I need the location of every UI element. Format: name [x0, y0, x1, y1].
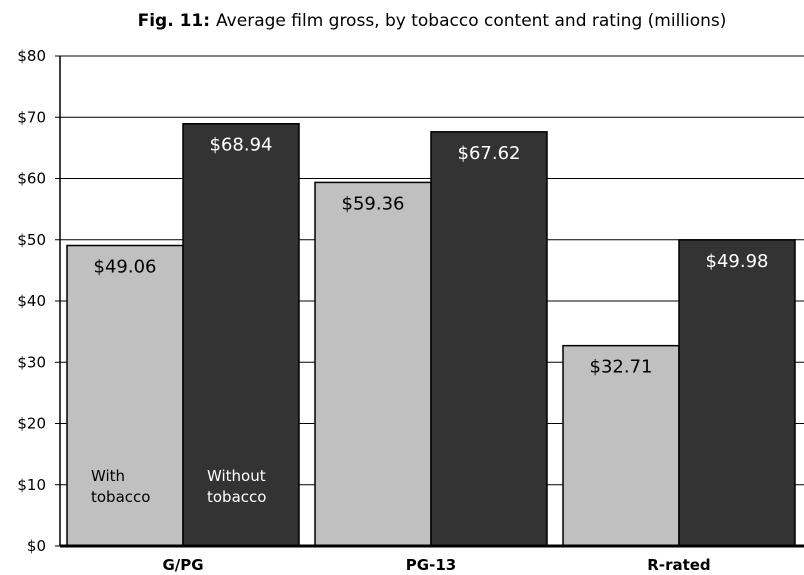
bar-with-tobacco: [562, 344, 680, 547]
axes: $0 $10 $20 $30 $40 $50 $60 $70 $80 G/PG PG-13 R-rat…: [17, 47, 804, 574]
chart-title-main: Average film gross, by tobacco content a…: [216, 11, 726, 31]
x-tick-label: R-rated: [647, 556, 710, 574]
series-name-label: Without: [207, 467, 266, 485]
bar-with-tobacco: [66, 244, 184, 547]
y-tick-label: $40: [17, 292, 46, 310]
series-name-label: tobacco: [91, 488, 150, 506]
chart-title: Fig. 11: Average film gross, by tobacco c…: [138, 11, 727, 31]
y-tick-label: $0: [27, 537, 46, 555]
y-tick-label: $70: [17, 108, 46, 126]
data-label: $68.94: [210, 135, 273, 156]
data-label: $59.36: [342, 193, 405, 214]
series-name-label: tobacco: [207, 488, 266, 506]
bar-without-tobacco: [182, 122, 300, 547]
y-tick-label: $10: [17, 476, 46, 494]
data-label: $67.62: [458, 143, 521, 164]
y-tick-label: $60: [17, 170, 46, 188]
y-tick-label: $50: [17, 231, 46, 249]
data-label: $49.06: [94, 257, 157, 278]
bar-with-tobacco: [314, 181, 432, 547]
x-tick-label: PG-13: [406, 556, 456, 574]
data-label: $32.71: [590, 357, 653, 378]
y-tick-label: $30: [17, 353, 46, 371]
y-tick-label: $80: [17, 47, 46, 65]
bar-without-tobacco: [678, 239, 796, 547]
y-tick-label: $20: [17, 415, 46, 433]
data-labels: $49.06 $68.94 $59.36 $67.62 $32.71 $49.98 With…: [91, 135, 768, 506]
bars: [66, 122, 796, 547]
x-tick-label: G/PG: [162, 556, 203, 574]
bar-without-tobacco: [430, 131, 548, 547]
data-label: $49.98: [706, 251, 769, 272]
chart-title-prefix: Fig. 11:: [138, 11, 210, 31]
series-name-label: With: [91, 467, 125, 485]
